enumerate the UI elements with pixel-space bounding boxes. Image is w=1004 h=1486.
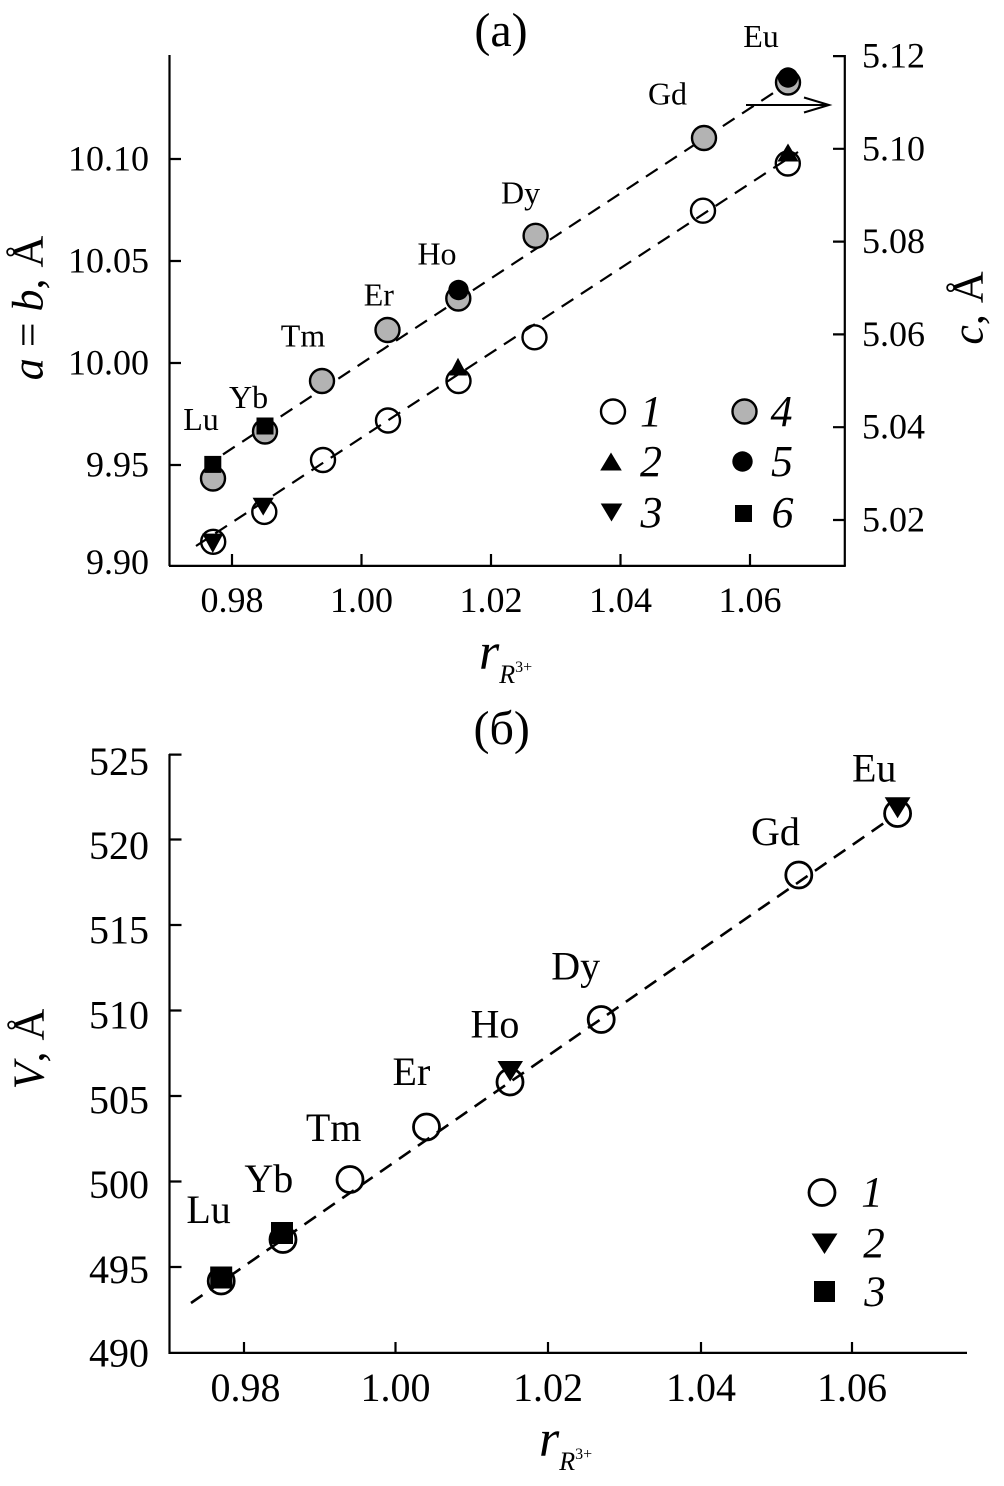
svg-text:1.04: 1.04 <box>666 1365 736 1410</box>
svg-text:1.00: 1.00 <box>330 580 393 620</box>
svg-text:c, Å: c, Å <box>944 271 993 345</box>
svg-text:515: 515 <box>89 908 149 953</box>
svg-text:1.00: 1.00 <box>361 1365 431 1410</box>
svg-text:495: 495 <box>89 1247 149 1292</box>
svg-text:1.06: 1.06 <box>817 1365 887 1410</box>
svg-text:3: 3 <box>863 1269 886 1316</box>
svg-text:500: 500 <box>89 1162 149 1207</box>
svg-text:Tm: Tm <box>306 1105 362 1150</box>
svg-text:(б): (б) <box>474 702 530 755</box>
svg-text:2: 2 <box>863 1221 885 1268</box>
svg-text:Gd: Gd <box>648 76 687 112</box>
svg-text:10.05: 10.05 <box>68 241 149 281</box>
svg-text:490: 490 <box>89 1331 149 1376</box>
svg-text:520: 520 <box>89 823 149 868</box>
svg-text:Dy: Dy <box>501 175 540 211</box>
svg-text:Dy: Dy <box>551 944 600 989</box>
svg-text:Yb: Yb <box>244 1156 293 1201</box>
svg-text:Lu: Lu <box>186 1187 230 1232</box>
svg-text:10.10: 10.10 <box>68 139 149 179</box>
svg-text:0.98: 0.98 <box>201 580 264 620</box>
svg-text:1: 1 <box>861 1170 883 1217</box>
svg-text:0.98: 0.98 <box>211 1365 281 1410</box>
svg-text:6: 6 <box>772 488 794 537</box>
svg-text:510: 510 <box>89 993 149 1038</box>
svg-text:5.10: 5.10 <box>862 129 925 169</box>
svg-text:Ho: Ho <box>471 1002 520 1047</box>
svg-text:525: 525 <box>89 739 149 784</box>
svg-text:3: 3 <box>640 488 663 537</box>
svg-text:5.08: 5.08 <box>862 221 925 261</box>
svg-text:Tm: Tm <box>281 318 326 354</box>
svg-text:2: 2 <box>640 437 662 486</box>
svg-text:9.90: 9.90 <box>86 542 149 582</box>
svg-text:a = b, Å: a = b, Å <box>4 235 53 380</box>
svg-text:4: 4 <box>771 387 793 436</box>
svg-text:9.95: 9.95 <box>86 445 149 485</box>
svg-text:Gd: Gd <box>751 809 800 854</box>
svg-text:1.02: 1.02 <box>460 580 523 620</box>
svg-text:1.04: 1.04 <box>589 580 652 620</box>
svg-text:505: 505 <box>89 1078 149 1123</box>
svg-text:Eu: Eu <box>743 18 779 54</box>
svg-text:Er: Er <box>364 277 395 313</box>
svg-text:5: 5 <box>771 437 793 486</box>
svg-text:5.12: 5.12 <box>862 36 925 76</box>
svg-text:1: 1 <box>640 387 662 436</box>
svg-text:Eu: Eu <box>852 746 896 791</box>
svg-text:Lu: Lu <box>183 401 219 437</box>
svg-text:1.06: 1.06 <box>719 580 782 620</box>
svg-text:Ho: Ho <box>417 236 456 272</box>
svg-text:10.00: 10.00 <box>68 343 149 383</box>
svg-text:5.02: 5.02 <box>862 500 925 540</box>
svg-text:5.06: 5.06 <box>862 314 925 354</box>
svg-text:Er: Er <box>393 1049 431 1094</box>
svg-text:5.04: 5.04 <box>862 407 925 447</box>
svg-text:V, Å: V, Å <box>5 1008 54 1089</box>
svg-text:Yb: Yb <box>229 379 268 415</box>
svg-text:(а): (а) <box>474 4 527 57</box>
svg-text:1.02: 1.02 <box>513 1365 583 1410</box>
